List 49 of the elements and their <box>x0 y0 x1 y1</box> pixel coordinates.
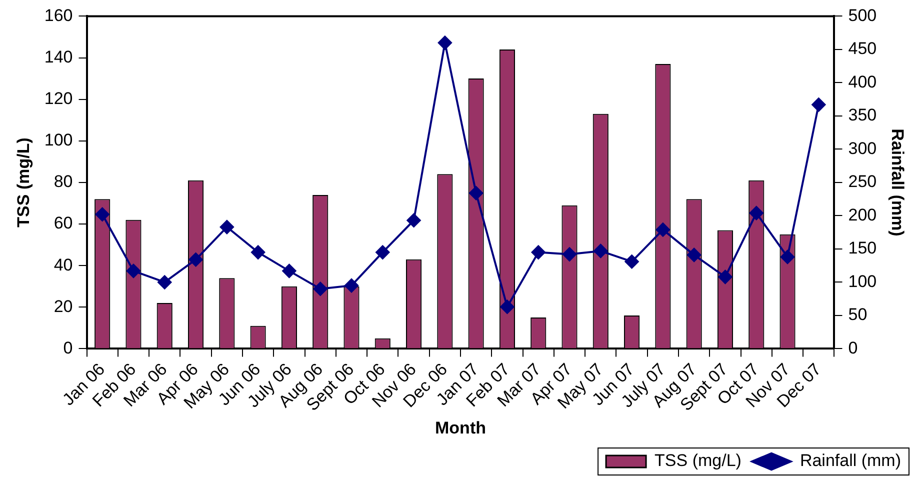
point <box>500 300 514 314</box>
y-tick-label: 120 <box>44 89 73 108</box>
y2-tick-label: 400 <box>848 72 877 92</box>
y2-tick-label: 350 <box>848 106 877 125</box>
y2-tick-label: 300 <box>848 138 877 158</box>
y2-tick-label: 500 <box>848 6 877 25</box>
y-tick-label: 0 <box>63 338 73 358</box>
y-tick-label: 60 <box>54 214 73 233</box>
y2-tick-label: 150 <box>848 238 877 258</box>
point <box>282 264 296 278</box>
point <box>438 36 452 50</box>
y-tick-label: 80 <box>54 172 73 192</box>
point <box>687 248 702 262</box>
point <box>469 186 484 200</box>
y2-tick-label: 200 <box>848 205 877 224</box>
y-tick-label: 40 <box>54 255 73 274</box>
y2-tick-label: 50 <box>848 305 868 324</box>
legend-label: Rainfall (mm) <box>800 451 901 470</box>
point <box>220 220 234 234</box>
y-tick-label: 100 <box>44 130 73 150</box>
y-axis-title: TSS (mg/L) <box>14 138 33 228</box>
point <box>624 254 639 269</box>
point <box>376 245 390 260</box>
y-tick-label: 160 <box>44 6 73 25</box>
point <box>562 247 577 262</box>
point <box>812 98 826 112</box>
point <box>531 245 546 260</box>
point <box>95 207 110 222</box>
point <box>188 252 203 267</box>
point <box>406 213 421 228</box>
y2-axis-title: Rainfall (mm) <box>888 128 908 236</box>
point <box>313 282 328 296</box>
point <box>656 222 670 237</box>
y2-tick-label: 450 <box>848 39 877 58</box>
point <box>158 275 172 290</box>
y2-tick-label: 100 <box>848 272 877 291</box>
y-tick-label: 140 <box>44 47 73 66</box>
y2-tick-label: 0 <box>848 338 858 358</box>
point <box>749 206 764 220</box>
x-axis-title: Month <box>435 418 486 438</box>
point <box>718 270 732 284</box>
legend-label: TSS (mg/L) <box>654 451 742 470</box>
y-tick-label: 20 <box>54 296 73 316</box>
y2-tick-label: 250 <box>848 172 877 192</box>
point <box>344 278 358 293</box>
point <box>251 245 266 260</box>
point <box>126 264 140 278</box>
point <box>780 250 795 264</box>
point <box>594 244 608 258</box>
